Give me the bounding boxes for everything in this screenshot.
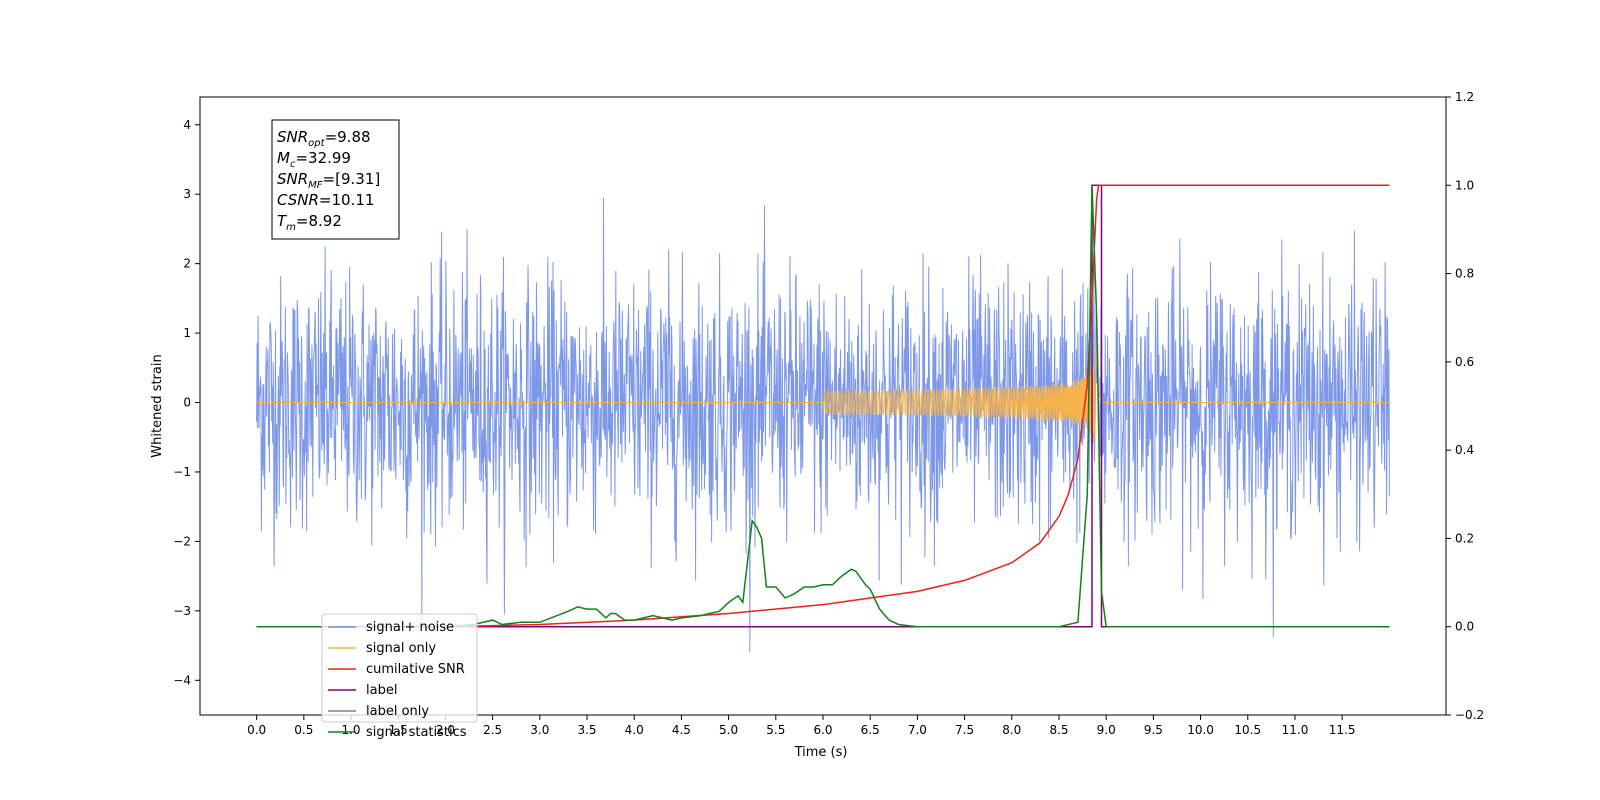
y2-tick-label: 1.2 (1455, 90, 1474, 104)
series-cumulative-snr (256, 184, 1390, 628)
y-tick-label: 3 (183, 187, 191, 201)
x-tick-label: 2.0 (436, 723, 455, 737)
y-tick-label: −3 (173, 604, 191, 618)
x-tick-label: 3.5 (577, 723, 596, 737)
x-tick-label: 0.0 (247, 723, 266, 737)
y-axis-ticks: 4 3 2 1 0 −1 −2 −3 −4 (173, 118, 200, 687)
y2-tick-label: 0.4 (1455, 443, 1474, 457)
x-tick-label: 5.0 (719, 723, 738, 737)
y-tick-label: 1 (183, 326, 191, 340)
x-tick-label: 8.5 (1049, 723, 1068, 737)
y2-tick-label: 0.6 (1455, 355, 1474, 369)
series-signal-statistics (256, 185, 1390, 628)
annotation-line: SNRopt=9.88 (277, 128, 371, 149)
x-axis-label: Time (s) (794, 745, 848, 760)
x-tick-label: 9.0 (1097, 723, 1116, 737)
y2-tick-label: 1.0 (1455, 178, 1474, 192)
y-tick-label: 0 (183, 396, 191, 410)
legend-entry: label only (366, 704, 429, 719)
x-tick-label: 1.5 (389, 723, 408, 737)
series-signal-only (256, 340, 1390, 443)
y-axis-label: Whitened strain (150, 354, 165, 457)
x-tick-label: 7.0 (908, 723, 927, 737)
legend: signal+ noise signal only cumilative SNR la… (321, 613, 478, 740)
annotation-line: CSNR=10.11 (277, 191, 374, 209)
x-tick-label: 2.5 (483, 723, 502, 737)
x-tick-label: 3.0 (530, 723, 549, 737)
x-tick-label: 8.0 (1002, 723, 1021, 737)
x-tick-label: 10.5 (1234, 723, 1261, 737)
legend-entry: signal only (366, 641, 436, 656)
y2-tick-label: 0.2 (1455, 531, 1474, 545)
x-axis-ticks: 0.0 0.5 1.0 1.5 2.0 2.5 3.0 3.5 4.0 4.5 5.0 5.5 6.0 6… (247, 715, 1356, 737)
x-tick-label: 11.0 (1282, 723, 1309, 737)
y2-axis-ticks: 1.2 1.0 0.8 0.6 0.4 0.2 0.0 −0.2 (1446, 90, 1484, 722)
y-tick-label: −1 (173, 465, 191, 479)
annotation-line: Mc=32.99 (277, 149, 351, 170)
legend-entry: label (366, 683, 397, 698)
y-tick-label: 4 (183, 118, 191, 132)
x-tick-label: 4.5 (672, 723, 691, 737)
x-tick-label: 6.5 (861, 723, 880, 737)
y-tick-label: −2 (173, 534, 191, 548)
x-tick-label: 4.0 (625, 723, 644, 737)
y2-tick-label: −0.2 (1455, 708, 1484, 722)
y-tick-label: −4 (173, 673, 191, 687)
x-tick-label: 6.0 (813, 723, 832, 737)
annotation-line: Tm=8.92 (277, 212, 342, 233)
x-tick-label: 10.0 (1187, 723, 1214, 737)
y2-tick-label: 0.0 (1455, 620, 1474, 634)
x-tick-label: 11.5 (1329, 723, 1356, 737)
legend-entry: signal+ noise (366, 620, 454, 635)
annotation-box: SNRopt=9.88Mc=32.99SNRMF=[9.31]CSNR=10.1… (271, 119, 400, 240)
legend-entry: signal statistics (366, 725, 467, 740)
y2-tick-label: 0.8 (1455, 267, 1474, 281)
x-tick-label: 5.5 (766, 723, 785, 737)
x-tick-label: 7.5 (955, 723, 974, 737)
series-layer (256, 184, 1390, 653)
x-tick-label: 0.5 (294, 723, 313, 737)
annotation-line: SNRMF=[9.31] (277, 170, 380, 191)
x-tick-label: 9.5 (1144, 723, 1163, 737)
x-tick-label: 1.0 (341, 723, 360, 737)
legend-entry: cumilative SNR (366, 662, 465, 677)
series-signal-noise (256, 197, 1390, 653)
y-tick-label: 2 (183, 257, 191, 271)
